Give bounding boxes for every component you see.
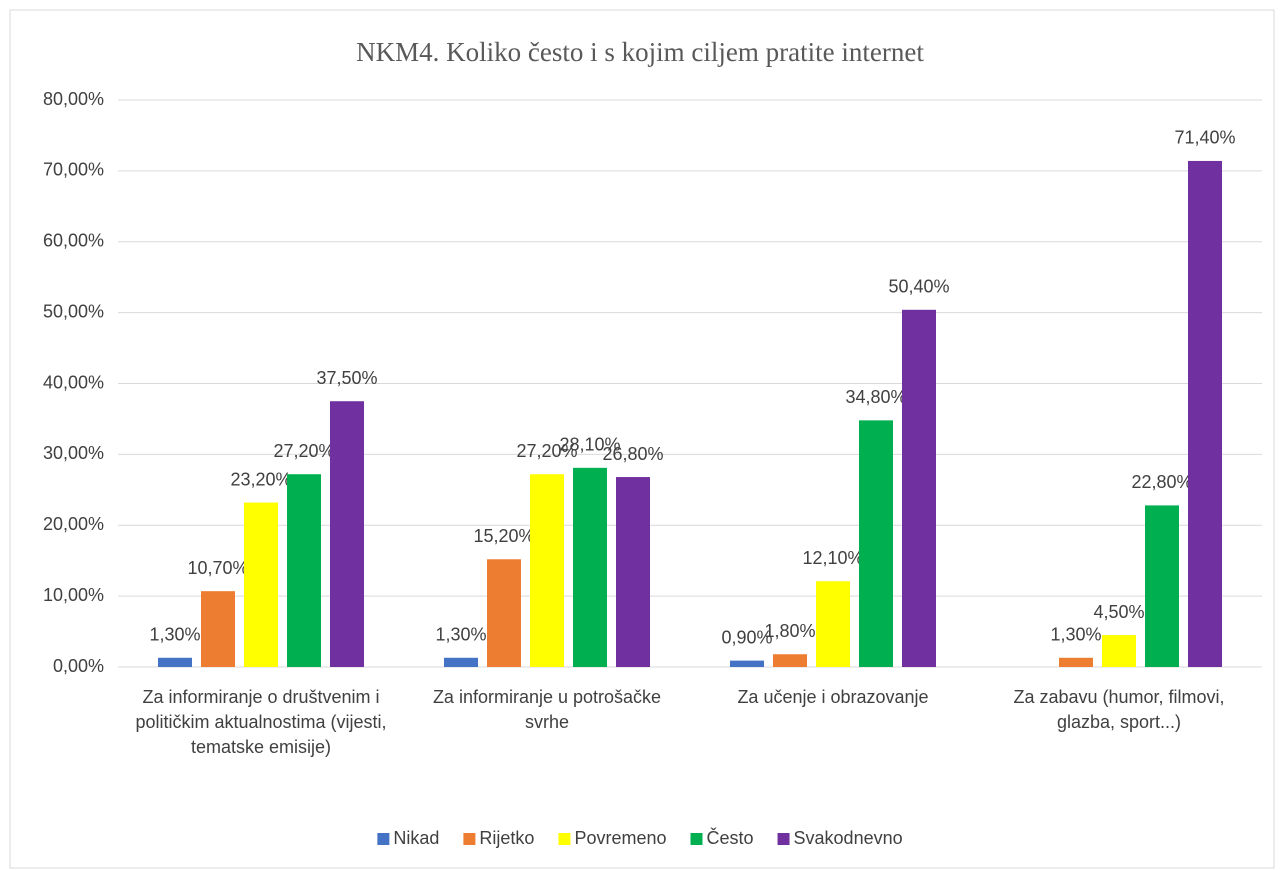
data-label: 27,20% [516,441,577,461]
y-tick-label: 20,00% [43,514,104,534]
legend-label: Rijetko [479,828,534,848]
y-tick-label: 60,00% [43,231,104,251]
data-label: 1,30% [1050,625,1101,645]
y-tick-label: 10,00% [43,585,104,605]
chart-title: NKM4. Koliko često i s kojim ciljem prat… [356,37,924,67]
data-label: 23,20% [230,469,291,489]
data-label: 12,10% [802,548,863,568]
bar [1145,505,1179,667]
y-tick-label: 0,00% [53,656,104,676]
y-tick-label: 50,00% [43,301,104,321]
bar [1102,635,1136,667]
bar [487,559,521,667]
bar [201,591,235,667]
x-tick-label: Za informiranje u potrošačke svrhe [432,687,662,732]
data-label: 34,80% [845,387,906,407]
bar [902,309,936,667]
data-label: 27,20% [273,441,334,461]
bar [444,657,478,667]
bar [530,474,564,667]
legend-label: Povremeno [574,828,666,848]
bar [287,474,321,667]
data-label: 28,10% [559,435,620,455]
data-label: 4,50% [1093,602,1144,622]
bar [616,477,650,667]
data-label: 71,40% [1174,128,1235,148]
y-tick-label: 30,00% [43,443,104,463]
legend-swatch [558,833,571,845]
legend-swatch [377,833,390,845]
data-label: 37,50% [316,368,377,388]
legend-label: Svakodnevno [794,828,903,848]
x-tick-label: Za zabavu (humor, filmovi, glazba, sport… [1013,687,1225,732]
y-tick-label: 40,00% [43,372,104,392]
bar [158,657,192,667]
data-label: 1,30% [149,625,200,645]
chart-border [9,9,1275,869]
y-tick-label: 80,00% [43,89,104,109]
bar [859,420,893,667]
data-label: 1,80% [764,621,815,641]
data-label: 10,70% [187,558,248,578]
bar [573,467,607,667]
legend-swatch [690,833,703,845]
bar [244,502,278,667]
data-label: 1,30% [435,625,486,645]
legend-label: Često [707,827,754,848]
data-label: 26,80% [602,444,663,464]
legend-swatch [463,833,476,845]
bar [816,581,850,667]
y-tick-label: 70,00% [43,160,104,180]
x-tick-label: Za učenje i obrazovanje [737,687,929,707]
data-label: 15,20% [473,526,534,546]
bar [330,401,364,667]
legend-label: Nikad [393,828,439,848]
data-label: 0,90% [721,627,772,647]
x-tick-label: Za informiranje o društvenim i politički… [135,687,387,757]
data-label: 50,40% [888,277,949,297]
data-label: 22,80% [1131,472,1192,492]
bar [730,660,764,667]
bar [1188,160,1222,667]
legend-swatch [777,833,790,845]
bar [773,654,807,667]
bar [1059,657,1093,667]
